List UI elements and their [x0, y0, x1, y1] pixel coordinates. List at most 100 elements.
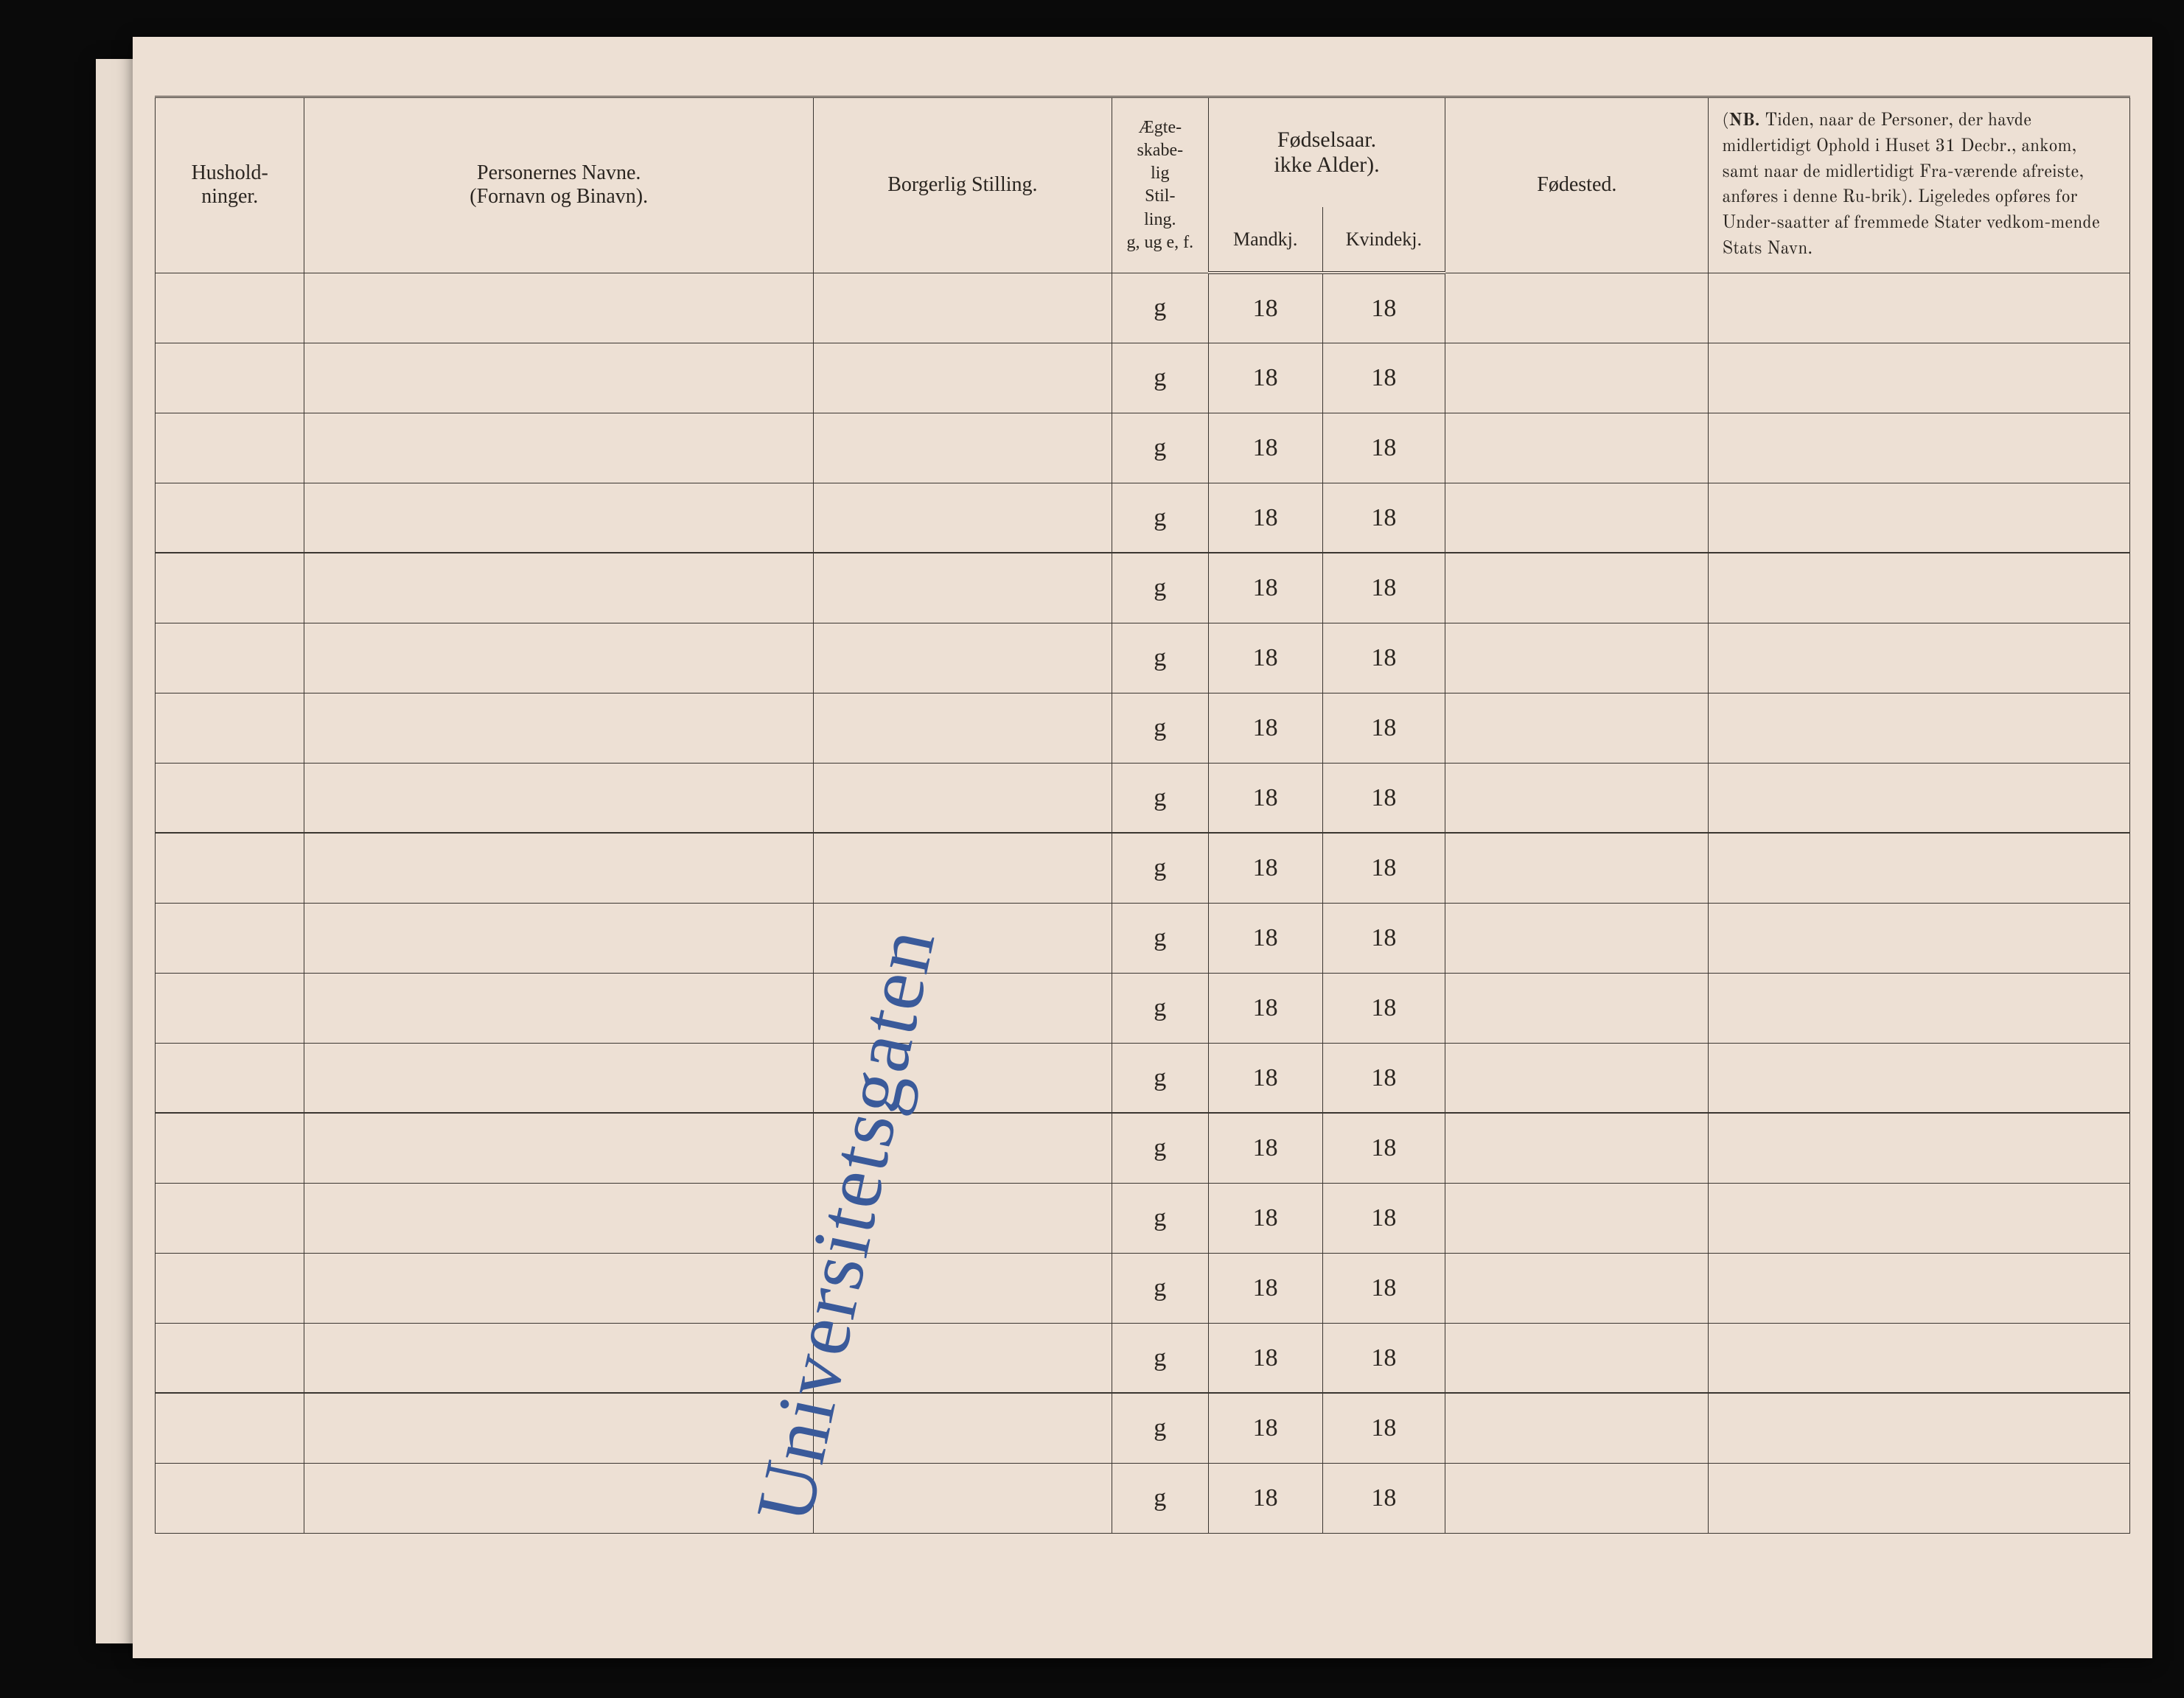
header-fodested: Fødested.: [1445, 97, 1709, 273]
table-cell: [1709, 833, 2130, 903]
table-cell: [304, 693, 814, 763]
table-cell: [1709, 693, 2130, 763]
table-cell: [156, 553, 304, 623]
table-row: g1818: [156, 1183, 2130, 1253]
table-cell: 18: [1322, 1043, 1445, 1113]
census-table: Hushold- ninger. Personernes Navne. (For…: [155, 96, 2130, 1534]
table-cell: [304, 273, 814, 343]
table-cell: 18: [1208, 1323, 1322, 1393]
table-cell: g: [1112, 1113, 1208, 1183]
header-aegte-line1: Ægte- skabe- lig Stil- ling.: [1118, 116, 1202, 231]
table-cell: g: [1112, 693, 1208, 763]
table-row: g1818: [156, 973, 2130, 1043]
table-cell: [813, 623, 1112, 693]
table-cell: 18: [1208, 1393, 1322, 1463]
table-cell: [1445, 763, 1709, 833]
table-cell: [156, 1393, 304, 1463]
header-fodselsaar: Fødselsaar. ikke Alder).: [1208, 97, 1445, 207]
table-row: g1818: [156, 1113, 2130, 1183]
table-cell: 18: [1322, 553, 1445, 623]
table-cell: [1445, 833, 1709, 903]
table-cell: 18: [1322, 1253, 1445, 1323]
table-cell: 18: [1208, 483, 1322, 553]
table-cell: [304, 1043, 814, 1113]
table-cell: g: [1112, 1183, 1208, 1253]
table-cell: [156, 833, 304, 903]
table-cell: [1709, 1253, 2130, 1323]
table-cell: [156, 1463, 304, 1533]
table-cell: [156, 1323, 304, 1393]
table-cell: [156, 1113, 304, 1183]
header-husholdninger-text: Hushold- ninger.: [192, 161, 268, 208]
table-cell: [813, 1253, 1112, 1323]
table-cell: [1445, 343, 1709, 413]
table-cell: 18: [1208, 833, 1322, 903]
table-cell: 18: [1322, 1463, 1445, 1533]
header-kvindekj-text: Kvindekj.: [1346, 228, 1422, 250]
table-cell: [1709, 1323, 2130, 1393]
table-cell: 18: [1322, 903, 1445, 973]
table-cell: g: [1112, 763, 1208, 833]
table-cell: g: [1112, 903, 1208, 973]
header-husholdninger: Hushold- ninger.: [156, 97, 304, 273]
table-cell: [1709, 553, 2130, 623]
table-cell: g: [1112, 1323, 1208, 1393]
table-cell: [1709, 413, 2130, 483]
table-cell: [304, 1183, 814, 1253]
table-row: g1818: [156, 1393, 2130, 1463]
header-aegteskabelig: Ægte- skabe- lig Stil- ling. g, ug e, f.: [1112, 97, 1208, 273]
table-cell: [304, 1113, 814, 1183]
table-cell: [156, 1043, 304, 1113]
table-cell: g: [1112, 1393, 1208, 1463]
table-cell: g: [1112, 483, 1208, 553]
table-cell: 18: [1322, 1323, 1445, 1393]
table-cell: [1709, 973, 2130, 1043]
header-stilling: Borgerlig Stilling.: [813, 97, 1112, 273]
header-aegte-line2: g, ug e, f.: [1118, 231, 1202, 254]
table-row: g1818: [156, 413, 2130, 483]
table-cell: [1709, 1183, 2130, 1253]
table-cell: [813, 1463, 1112, 1533]
header-kvindekj: Kvindekj.: [1322, 207, 1445, 273]
header-mandkj: Mandkj.: [1208, 207, 1322, 273]
table-body: g1818g1818g1818g1818g1818g1818g1818g1818…: [156, 273, 2130, 1533]
table-cell: 18: [1322, 483, 1445, 553]
table-cell: [813, 903, 1112, 973]
table-cell: [304, 763, 814, 833]
table-cell: [1445, 1393, 1709, 1463]
table-cell: 18: [1322, 973, 1445, 1043]
table-cell: [1445, 553, 1709, 623]
table-cell: 18: [1208, 553, 1322, 623]
table-cell: [304, 623, 814, 693]
table-row: g1818: [156, 1463, 2130, 1533]
table-row: g1818: [156, 903, 2130, 973]
table-cell: [813, 833, 1112, 903]
table-row: g1818: [156, 343, 2130, 413]
table-cell: [304, 483, 814, 553]
table-cell: [1709, 273, 2130, 343]
table-cell: 18: [1208, 273, 1322, 343]
table-row: g1818: [156, 693, 2130, 763]
table-cell: [813, 413, 1112, 483]
table-cell: [304, 413, 814, 483]
table-cell: g: [1112, 273, 1208, 343]
table-cell: [1445, 1253, 1709, 1323]
table-row: g1818: [156, 1323, 2130, 1393]
table-cell: 18: [1322, 1113, 1445, 1183]
table-cell: 18: [1208, 1183, 1322, 1253]
table-cell: 18: [1322, 343, 1445, 413]
table-cell: [1709, 1113, 2130, 1183]
table-cell: [1709, 1393, 2130, 1463]
header-stilling-text: Borgerlig Stilling.: [887, 173, 1037, 196]
table-cell: 18: [1208, 973, 1322, 1043]
header-fodested-text: Fødested.: [1537, 173, 1616, 196]
paper-document: Hushold- ninger. Personernes Navne. (For…: [133, 37, 2152, 1658]
table-row: g1818: [156, 1043, 2130, 1113]
table-cell: [1445, 483, 1709, 553]
table-cell: [1445, 1323, 1709, 1393]
table-cell: 18: [1208, 1253, 1322, 1323]
table-cell: 18: [1208, 693, 1322, 763]
table-cell: 18: [1322, 413, 1445, 483]
table-cell: g: [1112, 413, 1208, 483]
table-cell: [304, 903, 814, 973]
